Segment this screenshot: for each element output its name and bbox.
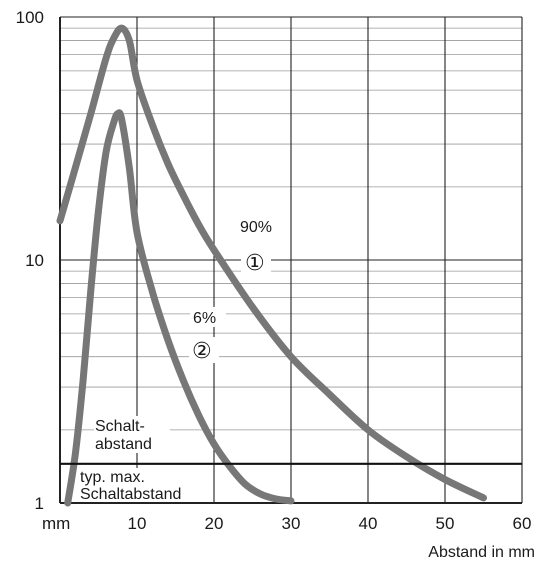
- series-marker-2: ②: [192, 338, 212, 363]
- x-unit-label: mm: [42, 514, 70, 533]
- series-line-2: [64, 109, 295, 507]
- series2-label-bg: [190, 307, 226, 327]
- series2-marker-bg: [189, 337, 219, 363]
- switching-label-1: Schalt-: [95, 418, 145, 435]
- threshold-label-bg: [79, 468, 211, 502]
- switching-label-2: abstand: [95, 436, 152, 453]
- threshold-label-1: typ. max.: [80, 469, 145, 486]
- y-tick-label: 1: [35, 494, 44, 513]
- switching-label-bg: [94, 416, 170, 453]
- x-axis-label: Abstand in mm: [428, 544, 535, 561]
- series-label-90: 90%: [240, 219, 272, 236]
- y-tick-label: 10: [25, 251, 44, 270]
- x-tick-label: 10: [128, 514, 147, 533]
- labels: mm Abstand in mm typ. max.Schaltabstand S…: [42, 216, 535, 561]
- series-marker-1: ①: [245, 250, 265, 275]
- series-line-1: [56, 24, 487, 502]
- x-tick-label: 50: [436, 514, 455, 533]
- series-label-6: 6%: [193, 310, 216, 327]
- series-lines: [56, 24, 487, 507]
- series1-label-bg: [239, 216, 283, 236]
- series1-marker-bg: [241, 249, 271, 275]
- x-tick-label: 60: [513, 514, 532, 533]
- x-tick-label: 30: [282, 514, 301, 533]
- x-tick-label: 40: [359, 514, 378, 533]
- ticks: 10 20 30 40 50 60 1 10 100: [16, 8, 532, 533]
- x-tick-label: 20: [205, 514, 224, 533]
- y-tick-label: 100: [16, 8, 44, 27]
- threshold-label-2: Schaltabstand: [80, 486, 181, 503]
